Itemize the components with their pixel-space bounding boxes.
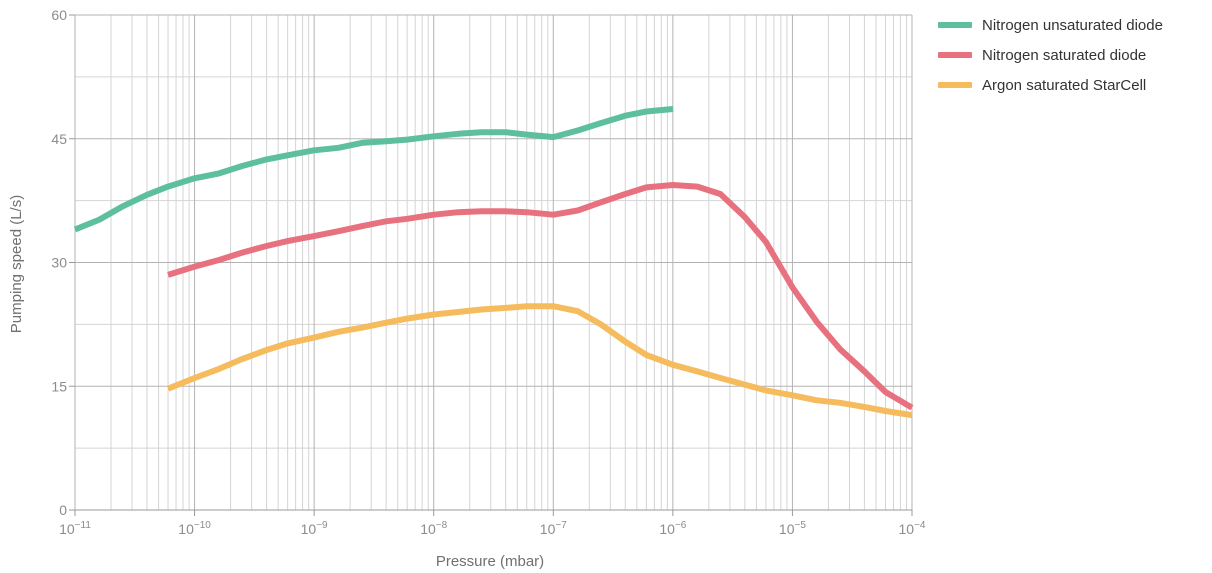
x-tick-label: 10−5 xyxy=(779,520,806,537)
series-line-nitrogen-saturated-diode xyxy=(167,182,914,411)
x-tick-label: 10−4 xyxy=(899,520,926,537)
y-tick-label: 45 xyxy=(51,131,67,147)
y-tick-label: 0 xyxy=(59,502,67,518)
x-tick-label: 10−11 xyxy=(59,520,91,537)
legend-label: Argon saturated StarCell xyxy=(982,76,1147,94)
legend-item-argon-saturated-starcell[interactable]: Argon saturated StarCell xyxy=(938,70,1163,100)
y-tick-label: 30 xyxy=(51,255,67,271)
legend-swatch xyxy=(938,22,972,28)
x-tick-label: 10−8 xyxy=(420,520,447,537)
legend-label: Nitrogen unsaturated diode xyxy=(982,16,1163,34)
x-axis-label: Pressure (mbar) xyxy=(436,553,544,570)
series-line-nitrogen-unsaturated-diode xyxy=(73,106,674,233)
y-axis-ticks: 0 15 30 45 60 xyxy=(51,7,75,518)
legend: Nitrogen unsaturated diode Nitrogen satu… xyxy=(938,10,1163,100)
y-axis-label: Pumping speed (L/s) xyxy=(8,195,25,333)
x-tick-label: 10−6 xyxy=(659,520,686,537)
x-tick-label: 10−9 xyxy=(301,520,328,537)
legend-item-nitrogen-saturated-diode[interactable]: Nitrogen saturated diode xyxy=(938,40,1163,70)
legend-item-nitrogen-unsaturated-diode[interactable]: Nitrogen unsaturated diode xyxy=(938,10,1163,40)
y-tick-label: 60 xyxy=(51,7,67,23)
legend-swatch xyxy=(938,82,972,88)
legend-swatch xyxy=(938,52,972,58)
series-line-argon-saturated-starcell xyxy=(166,303,913,419)
y-tick-label: 15 xyxy=(51,378,67,394)
legend-label: Nitrogen saturated diode xyxy=(982,46,1147,64)
x-axis-ticks: 10−11 10−10 10−9 10−8 10−7 10−6 10−5 10−4 xyxy=(59,510,926,537)
x-tick-label: 10−10 xyxy=(178,520,211,537)
x-tick-label: 10−7 xyxy=(540,520,567,537)
series-lines xyxy=(73,106,914,419)
